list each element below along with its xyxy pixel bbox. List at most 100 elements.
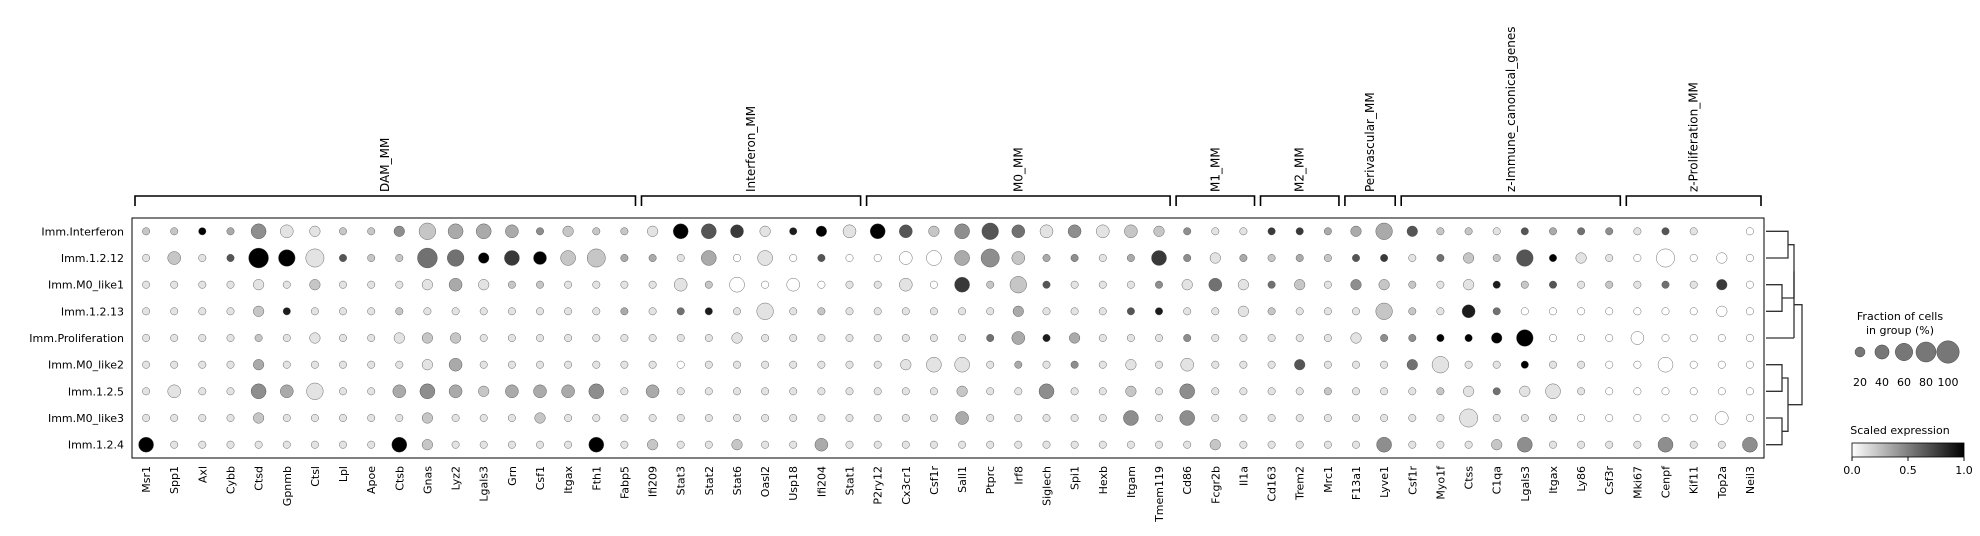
dot-Imm.1.2.5-Irf8 bbox=[1014, 387, 1023, 396]
dot-Imm.1.2.13-Csf1 bbox=[536, 307, 544, 316]
row-label: Imm.1.2.13 bbox=[61, 305, 124, 318]
dot-Imm.M0_like1-Ifi209 bbox=[648, 280, 657, 289]
dot-Imm.M0_like1-Top2a bbox=[1716, 279, 1728, 291]
dot-Imm.1.2.4-Cx3cr1 bbox=[901, 440, 910, 449]
dot-Imm.M0_like1-Ctss bbox=[1463, 279, 1475, 291]
dot-Imm.Proliferation-Myo1f bbox=[1436, 334, 1445, 342]
dot-Imm.1.2.5-Stat6 bbox=[733, 387, 741, 396]
dot-Imm.M0_like3-Lyve1 bbox=[1380, 414, 1389, 422]
dot-Imm.1.2.12-Spi1 bbox=[1070, 254, 1079, 262]
dot-Imm.1.2.5-Lgals3 bbox=[1519, 385, 1531, 397]
column-label: Itgax bbox=[562, 466, 575, 494]
dot-Imm.M0_like3-Spi1 bbox=[1070, 414, 1079, 422]
dot-Imm.M0_like2-Irf8 bbox=[1014, 360, 1023, 369]
dot-Imm.1.2.5-Grn bbox=[505, 384, 519, 398]
dot-Imm.1.2.4-Grn bbox=[507, 440, 516, 449]
dot-Imm.M0_like1-Usp18 bbox=[786, 278, 800, 292]
dot-Imm.M0_like2-Fth1 bbox=[592, 360, 601, 369]
column-label: Cd163 bbox=[1266, 466, 1279, 502]
dot-Imm.1.2.4-Csf1 bbox=[536, 440, 544, 449]
dot-Imm.Interferon-Lyve1 bbox=[1375, 222, 1393, 240]
dot-Imm.Proliferation-Itgax bbox=[564, 334, 572, 342]
dot-Imm.Interferon-Lpl bbox=[339, 227, 347, 236]
dot-Imm.1.2.5-Ifi209 bbox=[645, 384, 660, 398]
dot-Imm.M0_like2-Itgax bbox=[564, 360, 572, 369]
dot-Imm.1.2.13-Ctsl bbox=[310, 307, 319, 316]
dot-Imm.M0_like2-Stat6 bbox=[733, 360, 741, 369]
dot-Imm.1.2.5-Mrc1 bbox=[1324, 387, 1332, 396]
dot-Imm.1.2.4-Neil3 bbox=[1742, 437, 1758, 453]
size-legend-dot bbox=[1915, 341, 1937, 363]
dot-Imm.1.2.12-Kif11 bbox=[1689, 254, 1698, 262]
dot-Imm.1.2.5-Ctss bbox=[1463, 385, 1475, 397]
dot-Imm.1.2.5-Cybb bbox=[226, 387, 235, 396]
dot-Imm.1.2.13-Ly86 bbox=[1577, 307, 1586, 316]
dendrogram-branch bbox=[1788, 304, 1803, 406]
dot-Imm.Interferon-Csf1 bbox=[536, 227, 544, 236]
column-label: Kif11 bbox=[1688, 466, 1701, 494]
column-label: C1qa bbox=[1491, 466, 1504, 494]
dot-Imm.1.2.12-P2ry12 bbox=[873, 254, 882, 262]
dot-Imm.1.2.4-Csf1r bbox=[1408, 440, 1417, 449]
dot-Imm.M0_like1-Gnas bbox=[421, 279, 433, 291]
row-labels: Imm.Interferon Imm.1.2.12 Imm.M0_like1 Imm.… bbox=[29, 225, 124, 451]
dot-Imm.M0_like3-Cybb bbox=[226, 414, 235, 422]
dot-Imm.1.2.12-Il1a bbox=[1239, 254, 1248, 262]
dot-Imm.1.2.13-Itgam bbox=[1127, 307, 1135, 316]
dot-Imm.M0_like1-Irf8 bbox=[1009, 276, 1027, 294]
dot-Imm.1.2.4-Stat3 bbox=[676, 440, 685, 449]
dot-Imm.Proliferation-Fcgr2b bbox=[1211, 334, 1220, 342]
dot-Imm.1.2.12-Ly86 bbox=[1575, 252, 1587, 264]
dot-Imm.M0_like3-Ly86 bbox=[1577, 414, 1586, 422]
dot-Imm.M0_like3-Itgax bbox=[1549, 414, 1557, 422]
color-legend-tick: 0.0 bbox=[1843, 464, 1861, 477]
dot-Imm.Interferon-Cenpf bbox=[1661, 227, 1670, 236]
column-label: Spp1 bbox=[168, 466, 181, 494]
dot-Imm.1.2.5-Itgam bbox=[1125, 385, 1137, 397]
dot-Imm.M0_like3-Tmem119 bbox=[1155, 414, 1163, 422]
dot-Imm.1.2.12-Cx3cr1 bbox=[899, 251, 913, 265]
dot-Imm.M0_like2-Ifi204 bbox=[817, 360, 826, 369]
column-label: Stat3 bbox=[675, 466, 688, 495]
column-label: Apoe bbox=[365, 466, 378, 494]
dot-Imm.M0_like2-Cybb bbox=[226, 360, 235, 369]
dot-Imm.Interferon-Lgals3 bbox=[476, 223, 492, 240]
dot-Imm.1.2.5-Msr1 bbox=[142, 387, 151, 396]
dot-Imm.Interferon-Cx3cr1 bbox=[899, 224, 913, 239]
group-label: M1_MM bbox=[1208, 147, 1222, 192]
dot-Imm.Interferon-Neil3 bbox=[1746, 227, 1754, 236]
dot-Imm.1.2.4-Stat1 bbox=[845, 440, 854, 449]
dot-Imm.M0_like2-Myo1f bbox=[1431, 356, 1449, 374]
dot-Imm.1.2.12-Sall1 bbox=[954, 250, 970, 266]
dot-Imm.1.2.13-F13a1 bbox=[1352, 307, 1360, 316]
column-label: Ctsb bbox=[393, 466, 406, 491]
dot-Imm.M0_like3-Lgals3 bbox=[479, 414, 488, 422]
dot-Imm.1.2.13-Oasl2 bbox=[756, 302, 774, 320]
dot-Imm.M0_like3-Itgax bbox=[564, 414, 572, 422]
dot-Imm.M0_like1-Ctsb bbox=[395, 280, 404, 289]
dot-Imm.M0_like3-Grn bbox=[507, 414, 516, 422]
dot-Imm.1.2.4-Lgals3 bbox=[1517, 437, 1533, 453]
size-legend-tick: 20 bbox=[1853, 376, 1867, 389]
column-label: Il1a bbox=[1237, 466, 1250, 486]
dot-Imm.M0_like3-P2ry12 bbox=[873, 414, 882, 422]
dot-Imm.1.2.13-Usp18 bbox=[789, 307, 798, 316]
column-label: Irf8 bbox=[1012, 466, 1025, 485]
dot-Imm.1.2.13-Lyve1 bbox=[1375, 302, 1393, 320]
column-label: F13a1 bbox=[1350, 466, 1363, 500]
dot-Imm.Proliferation-Apoe bbox=[367, 334, 376, 342]
dot-Imm.1.2.13-Itgax bbox=[1549, 307, 1557, 316]
column-label: Ptprc bbox=[984, 466, 997, 494]
dot-Imm.M0_like1-Csf1r bbox=[1408, 280, 1417, 289]
dot-Imm.Proliferation-Gpnmb bbox=[282, 334, 291, 342]
dot-Imm.M0_like3-Gnas bbox=[421, 412, 433, 424]
dot-Imm.M0_like2-Grn bbox=[507, 360, 516, 369]
dot-Imm.M0_like3-Cenpf bbox=[1661, 414, 1670, 422]
dot-Imm.1.2.12-Itgam bbox=[1127, 254, 1135, 262]
dot-Imm.1.2.12-Stat1 bbox=[845, 254, 854, 262]
dot-Imm.1.2.4-Hexb bbox=[1098, 440, 1107, 449]
dot-Imm.Proliferation-Ctsl bbox=[309, 332, 321, 344]
dot-Imm.1.2.12-Csf1 bbox=[533, 251, 547, 265]
column-label: Gpnmb bbox=[281, 466, 294, 506]
